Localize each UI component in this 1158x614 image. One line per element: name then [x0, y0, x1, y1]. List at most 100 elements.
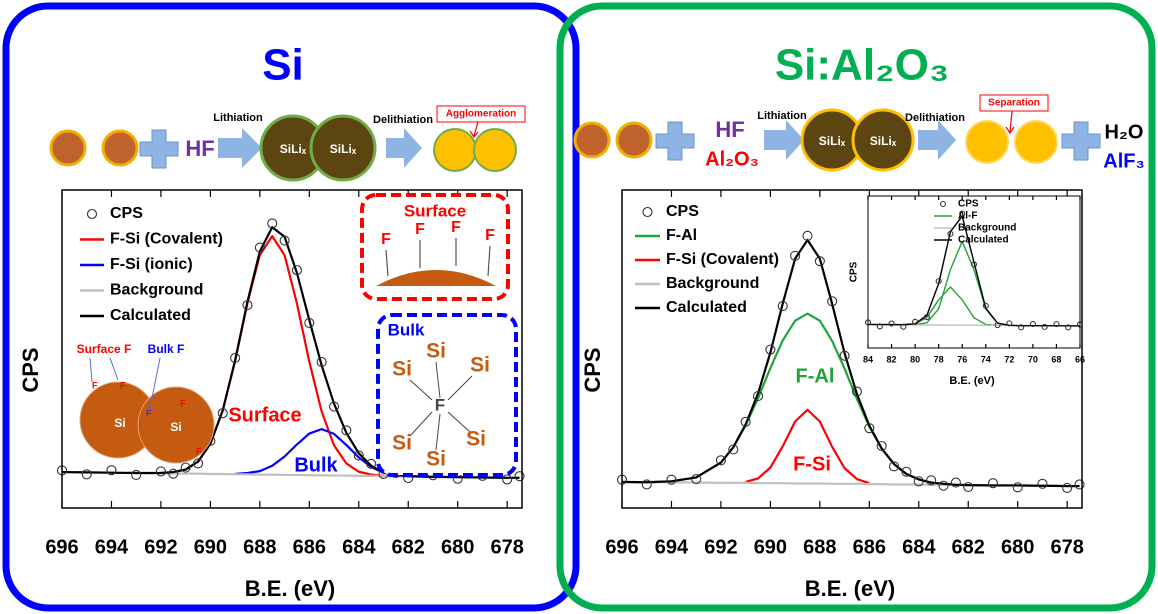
panel-title: Si:Al₂O₃ — [775, 41, 949, 90]
particle-label: SiLiₓ — [870, 134, 897, 148]
panel-title: Si — [262, 41, 304, 90]
plus — [140, 130, 178, 168]
y-axis-label: CPS — [849, 261, 860, 282]
callout-arrow — [470, 122, 478, 137]
atom: F — [120, 380, 126, 390]
legend-label: F-Al — [666, 227, 697, 244]
x-axis-label: B.E. (eV) — [805, 576, 895, 601]
x-tick-label: 80 — [910, 354, 920, 364]
particle — [575, 123, 609, 157]
x-tick-label: 78 — [934, 354, 944, 364]
x-tick-label: 680 — [1001, 536, 1034, 558]
data-point — [1038, 479, 1047, 488]
core-label: Si — [170, 420, 181, 434]
atom: Si — [392, 358, 412, 381]
x-tick-label: 82 — [887, 354, 897, 364]
atom: F — [435, 395, 445, 414]
x-tick-label: 694 — [95, 536, 129, 558]
callout: Agglomeration — [446, 109, 517, 120]
plus — [656, 122, 694, 160]
annotation: F-Si — [793, 453, 831, 475]
atom: Si — [466, 428, 486, 451]
particle-label: SiLiₓ — [819, 134, 846, 148]
legend-label: Calculated — [110, 307, 191, 324]
x-axis-label: B.E. (eV) — [245, 576, 335, 601]
x-tick-label: 76 — [957, 354, 967, 364]
x-tick-label: 68 — [1051, 354, 1061, 364]
legend-label: Background — [958, 223, 1016, 234]
x-axis-label: B.E. (eV) — [949, 375, 995, 387]
legend-label: CPS — [110, 205, 143, 222]
x-tick-label: 694 — [655, 536, 689, 558]
legend-swatch — [88, 210, 97, 219]
particle-label: SiLiₓ — [280, 142, 307, 156]
particle — [103, 131, 137, 165]
x-tick-label: 696 — [605, 536, 638, 558]
x-tick-label: 686 — [293, 536, 326, 558]
x-tick-label: 684 — [342, 536, 376, 558]
x-tick-label: 680 — [441, 536, 474, 558]
atom: F — [451, 219, 461, 236]
particle — [966, 121, 1008, 163]
atom: F — [146, 408, 152, 418]
arrow — [918, 120, 956, 160]
x-tick-label: 684 — [902, 536, 936, 558]
atom: F — [180, 398, 186, 408]
callout-arrow — [1006, 111, 1014, 133]
atom: F — [415, 221, 425, 238]
x-tick-label: 682 — [392, 536, 425, 558]
annotation: Bulk — [294, 454, 338, 476]
data-point — [82, 470, 91, 479]
data-point — [132, 470, 141, 479]
diagram-label: Surface F — [77, 342, 132, 356]
data-point — [156, 467, 165, 476]
annotation: F-Al — [796, 365, 835, 387]
x-tick-label: 690 — [194, 536, 227, 558]
x-tick-label: 84 — [863, 354, 873, 364]
x-tick-label: 692 — [704, 536, 737, 558]
y-axis-label: CPS — [580, 347, 605, 392]
figure: Si Si:Al₂O₃ HF Lithiation SiLiₓ SiLiₓ De… — [0, 0, 1158, 614]
legend-label: Background — [666, 275, 759, 292]
atom: F — [92, 380, 98, 390]
x-tick-label: 690 — [754, 536, 787, 558]
x-tick-label: 686 — [853, 536, 886, 558]
x-tick-label: 66 — [1075, 354, 1085, 364]
product: H₂O — [1105, 121, 1144, 143]
x-tick-label: 72 — [1004, 354, 1014, 364]
annotation: Surface — [228, 404, 301, 426]
x-tick-label: 688 — [243, 536, 276, 558]
atom: F — [196, 446, 202, 456]
reagent: Al₂O₃ — [705, 148, 759, 170]
x-tick-label: 688 — [803, 536, 836, 558]
legend-label: CPS — [958, 199, 979, 210]
y-axis-label: CPS — [18, 347, 43, 392]
particle — [51, 131, 85, 165]
scheme: HF Lithiation SiLiₓ SiLiₓ Delithiation A… — [51, 106, 525, 180]
scheme: HF Al₂O₃ Lithiation SiLiₓ SiLiₓ Delithia… — [575, 95, 1145, 172]
box-title: Bulk — [388, 320, 425, 339]
reagent: HF — [715, 117, 744, 142]
legend-label: F-Si (Covalent) — [666, 251, 779, 268]
data-point — [1013, 483, 1022, 492]
data-point — [503, 475, 512, 484]
panel-border — [6, 6, 576, 608]
arrow — [764, 120, 804, 160]
diagram-label: Bulk F — [148, 342, 185, 356]
x-tick-label: 70 — [1028, 354, 1038, 364]
callout: Separation — [988, 98, 1040, 109]
legend-label: Al-F — [958, 211, 977, 222]
arrow — [218, 128, 262, 168]
legend-label: F-Si (ionic) — [110, 256, 193, 273]
product: AlF₃ — [1103, 150, 1144, 172]
atom: Si — [426, 340, 446, 363]
plus — [1062, 122, 1100, 160]
step-label: Delithiation — [905, 112, 965, 124]
particle-label: SiLiₓ — [330, 142, 357, 156]
legend-label: Calculated — [666, 299, 747, 316]
x-tick-label: 696 — [45, 536, 78, 558]
particle — [1015, 121, 1057, 163]
data-point — [1063, 483, 1072, 492]
step-label: Lithiation — [757, 110, 807, 122]
surface-diagram: Surface F F F F — [362, 195, 508, 299]
